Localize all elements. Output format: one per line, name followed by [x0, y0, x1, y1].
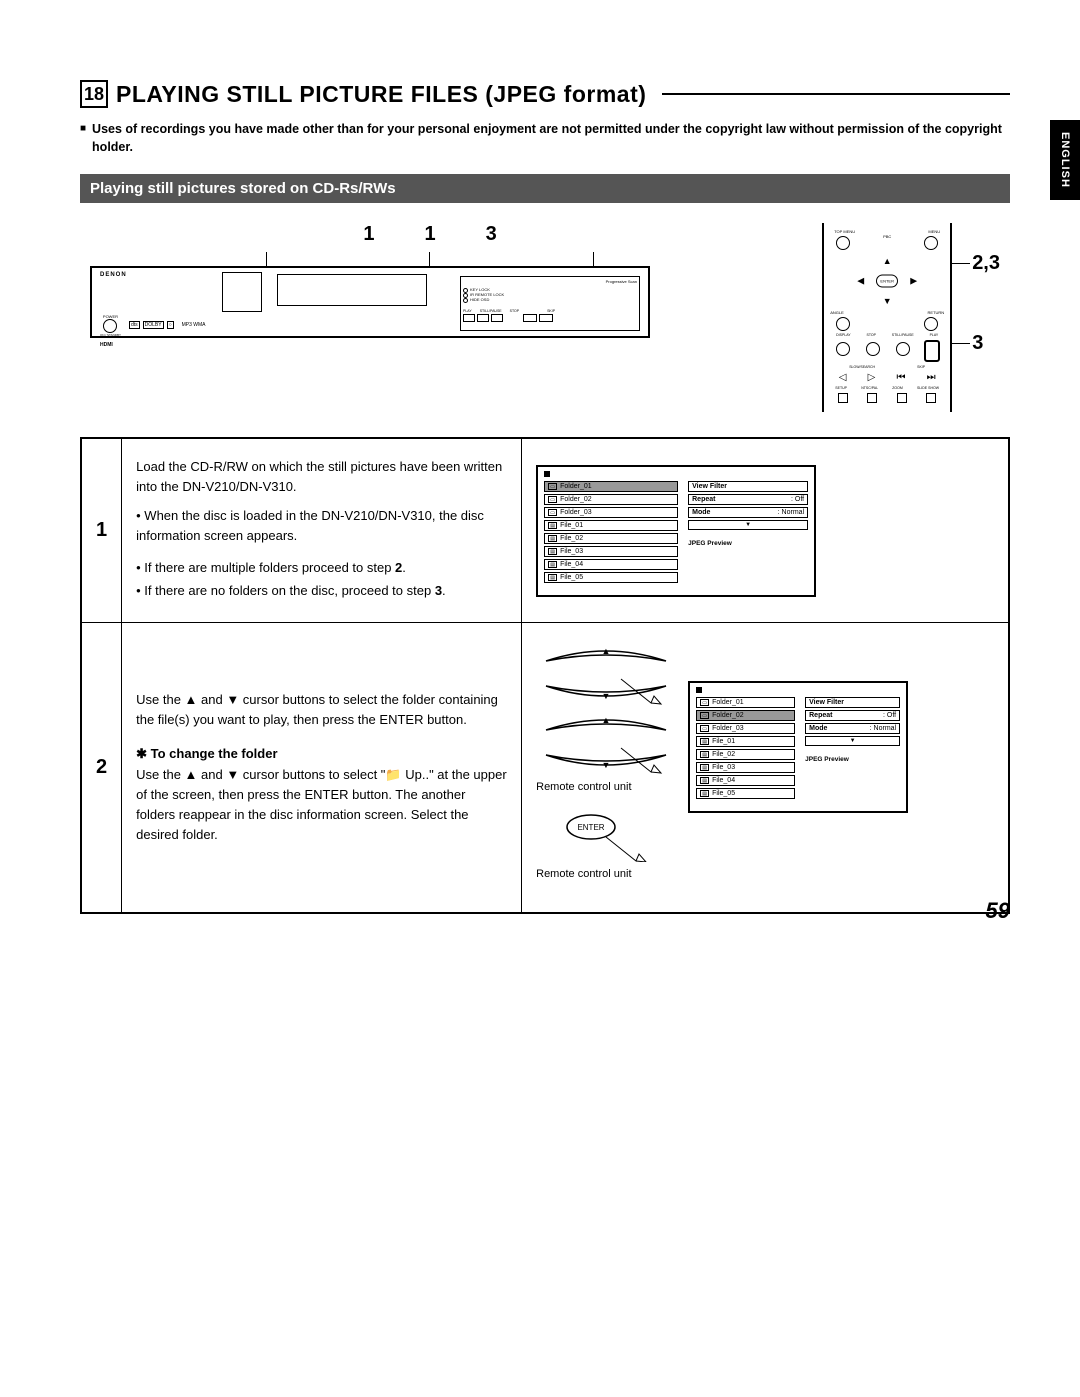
svg-text:▼: ▼	[602, 691, 611, 701]
table-row: 2 Use the ▲ and ▼ cursor buttons to sele…	[81, 623, 1009, 914]
player-callout-2: 1	[424, 223, 435, 246]
step-number: 2	[81, 623, 122, 914]
step-text: Load the CD-R/RW on which the still pict…	[122, 438, 522, 622]
step-text: Use the ▲ and ▼ cursor buttons to select…	[122, 623, 522, 914]
list-item: ▤File_03	[696, 762, 795, 773]
list-item: ▭Folder_03	[696, 723, 795, 734]
step-visual: ▭Folder_01 ▭Folder_02 ▭Folder_03 ▤File_01 ▤F…	[522, 438, 1009, 622]
remote-callout-2: 3	[972, 332, 1000, 355]
svg-text:ENTER: ENTER	[578, 823, 605, 832]
list-item: ▭Folder_01	[544, 481, 678, 492]
remote-up-down-icon: ▲ ▼	[536, 710, 676, 775]
step-visual: ▲ ▼ ▲ ▼	[522, 623, 1009, 914]
svg-text:▲: ▲	[602, 715, 611, 725]
svg-text:▼: ▼	[602, 760, 611, 770]
page-number: 59	[986, 898, 1010, 924]
disc-info-screen: ▭Folder_01 ▭Folder_02 ▭Folder_03 ▤File_01 ▤F…	[536, 465, 816, 597]
player-diagram: 1 1 3 DENON Progressive Scan KEY LOCK IR…	[90, 223, 650, 338]
setting-row: Mode: Normal	[688, 507, 808, 518]
header-rule	[662, 93, 1010, 95]
remote-diagram: TOP MENU MENU PBC ▲ ▼ ◀ ▶ ENTER ANGLE	[822, 223, 1000, 412]
list-item: ▤File_03	[544, 546, 678, 557]
list-item: ▤File_02	[696, 749, 795, 760]
table-row: 1 Load the CD-R/RW on which the still pi…	[81, 438, 1009, 622]
language-tab: ENGLISH	[1050, 120, 1080, 200]
setting-row: View Filter	[688, 481, 808, 492]
remote-up-down-icon: ▲ ▼	[536, 641, 676, 706]
player-callout-3: 3	[486, 223, 497, 246]
copyright-note: ■ Uses of recordings you have made other…	[80, 120, 1010, 156]
list-item: ▤File_05	[544, 572, 678, 583]
list-item: ▤File_01	[696, 736, 795, 747]
section-number-box: 18	[80, 80, 108, 108]
steps-table: 1 Load the CD-R/RW on which the still pi…	[80, 437, 1010, 914]
setting-row: Mode: Normal	[805, 723, 900, 734]
list-item: ▤File_04	[696, 775, 795, 786]
section-title: PLAYING STILL PICTURE FILES (JPEG format…	[116, 81, 646, 108]
list-item: ▤File_01	[544, 520, 678, 531]
player-callout-1: 1	[363, 223, 374, 246]
remote-unit-label: Remote control unit	[536, 781, 676, 793]
list-item: ▤File_05	[696, 788, 795, 799]
list-item: ▭Folder_02	[544, 494, 678, 505]
subsection-banner: Playing still pictures stored on CD-Rs/R…	[80, 174, 1010, 203]
section-header: 18 PLAYING STILL PICTURE FILES (JPEG for…	[80, 80, 1010, 108]
bullet-square-icon: ■	[80, 120, 86, 156]
list-item: ▭Folder_02	[696, 710, 795, 721]
setting-row: View Filter	[805, 697, 900, 708]
diagrams-row: 1 1 3 DENON Progressive Scan KEY LOCK IR…	[80, 223, 1010, 412]
remote-unit-label: Remote control unit	[536, 868, 676, 880]
enter-button-icon: ENTER	[536, 807, 676, 862]
step-number: 1	[81, 438, 122, 622]
list-item: ▭Folder_03	[544, 507, 678, 518]
list-item: ▭Folder_01	[696, 697, 795, 708]
list-item: ▤File_04	[544, 559, 678, 570]
svg-text:▲: ▲	[602, 646, 611, 656]
remote-callout-1: 2,3	[972, 252, 1000, 275]
list-item: ▤File_02	[544, 533, 678, 544]
dpad-icon: ▲ ▼ ◀ ▶ ENTER	[857, 256, 917, 306]
player-front-panel: DENON Progressive Scan KEY LOCK IR REMOT…	[90, 266, 650, 338]
disc-info-screen: ▭Folder_01 ▭Folder_02 ▭Folder_03 ▤File_01 ▤F…	[688, 681, 908, 813]
setting-row: Repeat: Off	[688, 494, 808, 505]
setting-row: Repeat: Off	[805, 710, 900, 721]
